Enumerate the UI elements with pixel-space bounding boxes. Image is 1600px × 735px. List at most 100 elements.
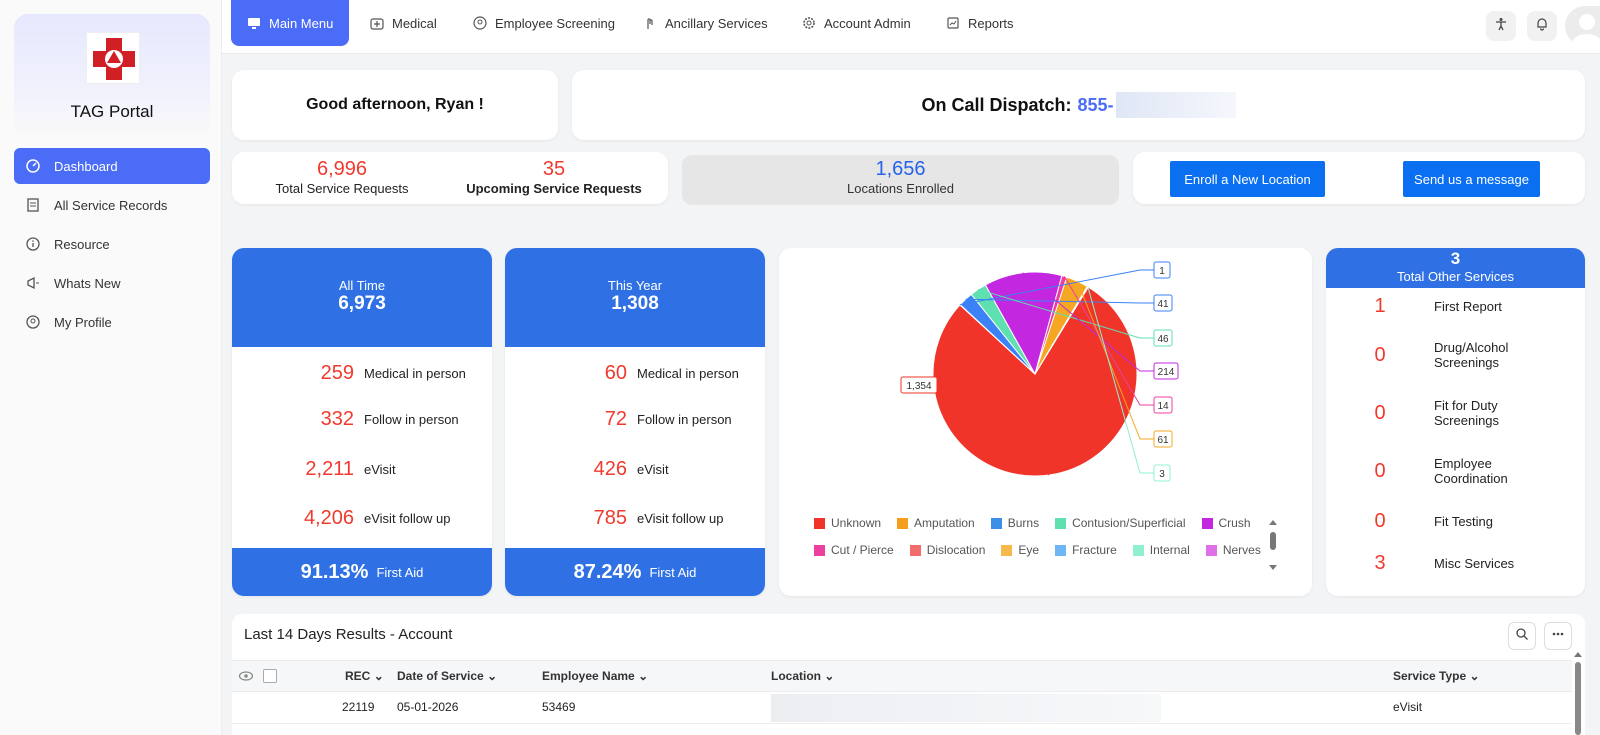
sidebar-item-whats-new[interactable]: Whats New (14, 265, 210, 301)
tag-logo[interactable] (86, 32, 140, 84)
legend-label: Cut / Pierce (831, 543, 894, 557)
legend-item[interactable]: Dislocation (909, 543, 986, 557)
footer-value: 91.13% (300, 560, 369, 583)
list-item: 3 Misc Services (1326, 549, 1585, 577)
app-title: TAG Portal (70, 102, 154, 121)
other-services-header: 3 Total Other Services (1326, 248, 1585, 288)
sidebar: TAG Portal Dashboard All Service Records… (0, 0, 222, 735)
locations-enrolled-card[interactable]: 1,656 Locations Enrolled (682, 155, 1119, 205)
stat-value: 6,996 (316, 158, 368, 180)
sidebar-item-all-service-records[interactable]: All Service Records (14, 187, 210, 223)
chevron-down-icon: ⌄ (638, 669, 649, 683)
callout-line (936, 384, 1050, 476)
callout-box (1153, 430, 1173, 448)
legend-item[interactable]: Cut / Pierce (814, 543, 894, 557)
callout-box (900, 376, 938, 394)
legend-item[interactable]: Unknown (814, 516, 881, 530)
sidebar-item-my-profile[interactable]: My Profile (14, 304, 210, 340)
tab-employee-screening[interactable]: Employee Screening (473, 0, 615, 46)
table-row[interactable] (232, 692, 1572, 724)
tab-main-menu[interactable]: Main Menu (231, 0, 350, 46)
this-year-footer: 87.24% First Aid (505, 548, 765, 596)
notifications-button[interactable] (1527, 11, 1557, 41)
tab-reports[interactable]: Reports (946, 0, 1014, 46)
legend-label: Amputation (914, 516, 975, 530)
column-header-service-type[interactable]: Service Type ⌄ (1393, 669, 1480, 683)
brand-header: TAG Portal (14, 14, 210, 139)
sidebar-item-resource[interactable]: Resource (14, 226, 210, 262)
list-item: 0 Employee Coordination (1326, 453, 1585, 489)
row-label: Follow in person (637, 411, 732, 427)
all-time-header: All Time 6,973 (232, 248, 492, 347)
column-label: Date of Service (397, 669, 484, 683)
row-value: 4,206 (303, 506, 354, 529)
footer-value: 87.24% (573, 560, 642, 583)
callout-label: 1,354 (906, 381, 931, 392)
profile-icon (26, 315, 40, 329)
dispatch-card: On Call Dispatch: 855- (572, 70, 1585, 140)
total-service-requests[interactable]: 6,996 Total Service Requests (262, 158, 422, 196)
sidebar-item-dashboard[interactable]: Dashboard (14, 148, 210, 184)
accessibility-button[interactable] (1486, 11, 1516, 41)
callout-label: 14 (1157, 401, 1169, 412)
table-scrollbar[interactable] (1572, 650, 1584, 735)
panel-total: 6,973 (338, 293, 386, 314)
enroll-location-button[interactable]: Enroll a New Location (1170, 161, 1325, 197)
callout-line (965, 298, 1154, 304)
injury-pie-chart-card: 1 41 46 214 14 61 3 1,354 Unknown Amputation Burn… (779, 248, 1312, 596)
list-item: 0 Fit Testing (1326, 507, 1585, 535)
legend-item[interactable]: Nerves (1205, 543, 1261, 557)
upcoming-service-requests[interactable]: 35 Upcoming Service Requests (464, 158, 644, 196)
dispatch-phone[interactable]: 855- (1077, 94, 1114, 115)
table-more-button[interactable] (1544, 622, 1572, 650)
megaphone-icon (26, 276, 40, 290)
legend-scroller[interactable] (1267, 518, 1279, 574)
callout-box (1153, 396, 1173, 414)
legend-item[interactable]: Contusion/Superficial (1055, 516, 1186, 530)
legend-item[interactable]: Internal (1132, 543, 1190, 557)
legend-item[interactable]: Burns (990, 516, 1039, 530)
medical-icon (370, 16, 384, 30)
table-header: REC ⌄ Date of Service ⌄ Employee Name ⌄ … (232, 660, 1572, 692)
sidebar-item-label: Resource (54, 236, 110, 252)
column-header-date[interactable]: Date of Service ⌄ (397, 669, 497, 683)
pie-chart[interactable]: 1 41 46 214 14 61 3 1,354 (779, 248, 1312, 508)
row-value: 0 (1374, 509, 1386, 532)
locations-value: 1,656 (875, 158, 926, 180)
footer-label: First Aid (376, 564, 424, 580)
legend-swatch (1201, 517, 1213, 529)
dispatch-label: On Call Dispatch: (921, 94, 1072, 115)
column-header-rec[interactable]: REC ⌄ (345, 669, 384, 683)
hand-icon (643, 16, 657, 30)
row-value: 3 (1374, 551, 1386, 574)
table-search-button[interactable] (1508, 622, 1536, 650)
legend-item[interactable]: Eye (1001, 543, 1039, 557)
stat-label: Total Service Requests (275, 181, 409, 196)
accessibility-icon (1494, 17, 1508, 36)
row-value: 1 (1374, 294, 1386, 317)
tab-medical[interactable]: Medical (370, 0, 437, 46)
column-header-location[interactable]: Location ⌄ (771, 669, 834, 683)
column-header-employee[interactable]: Employee Name ⌄ (542, 669, 648, 683)
legend-item[interactable]: Fracture (1055, 543, 1117, 557)
legend-label: Dislocation (926, 543, 986, 557)
bell-icon (1535, 17, 1549, 36)
tab-account-admin[interactable]: Account Admin (802, 0, 911, 46)
tab-label: Employee Screening (495, 15, 615, 31)
avatar[interactable] (1565, 6, 1600, 46)
select-all-checkbox[interactable] (263, 669, 277, 683)
legend-item[interactable]: Crush (1201, 516, 1251, 530)
column-visibility-icon[interactable] (238, 669, 254, 688)
cell-date: 05-01-2026 (397, 700, 459, 714)
row-value: 785 (593, 506, 627, 529)
callout-label: 3 (1159, 469, 1165, 480)
legend-label: Eye (1018, 543, 1040, 557)
row-label: First Report (1434, 298, 1502, 314)
legend-item[interactable]: Amputation (897, 516, 975, 530)
tab-ancillary-services[interactable]: Ancillary Services (643, 0, 768, 46)
column-label: Location (771, 669, 821, 683)
row-label: Drug/Alcohol Screenings (1434, 340, 1509, 370)
tab-label: Main Menu (269, 15, 334, 31)
send-message-button[interactable]: Send us a message (1403, 161, 1540, 197)
tab-label: Medical (392, 15, 437, 31)
